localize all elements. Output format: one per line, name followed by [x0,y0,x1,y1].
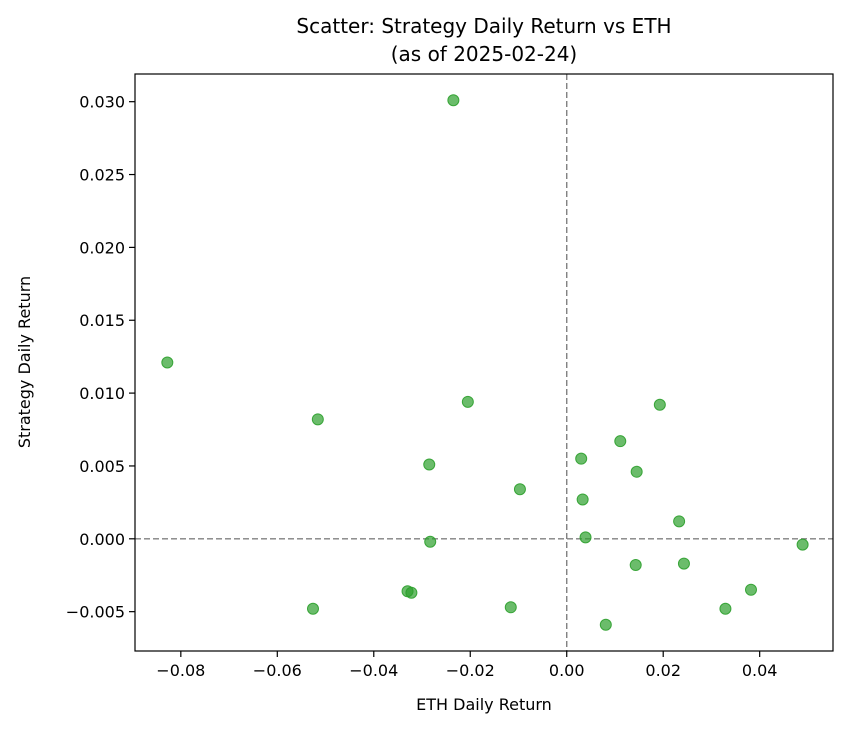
chart-title: Scatter: Strategy Daily Return vs ETH [296,14,671,38]
x-tick-label: −0.06 [253,661,302,680]
scatter-point [719,602,732,615]
y-tick-label: 0.020 [79,238,125,257]
scatter-point [405,586,418,599]
scatter-point [579,531,592,544]
x-axis-label: ETH Daily Return [416,695,552,714]
scatter-point [614,435,627,448]
x-tick-label: 0.00 [549,661,585,680]
y-tick-label: 0.005 [79,457,125,476]
x-axis: −0.08 −0.06 −0.04 −0.02 0.00 0.02 0.04 [156,651,777,680]
reference-lines [135,74,833,651]
scatter-point [575,452,588,465]
y-tick-label: −0.005 [66,603,125,622]
y-tick-label: 0.025 [79,166,125,185]
y-tick-label: 0.030 [79,93,125,112]
scatter-point [504,601,517,614]
x-tick-label: 0.04 [742,661,778,680]
chart-subtitle: (as of 2025-02-24) [391,42,578,66]
scatter-point [653,398,666,411]
x-tick-label: −0.08 [156,661,205,680]
scatter-point [673,515,686,528]
scatter-point [513,483,526,496]
x-tick-label: −0.02 [446,661,495,680]
x-tick-label: −0.04 [349,661,398,680]
scatter-point [677,557,690,570]
data-points [161,94,809,631]
plot-frame [134,73,834,652]
scatter-point [630,465,643,478]
scatter-point [423,458,436,471]
y-axis-label: Strategy Daily Return [15,276,34,448]
y-tick-label: 0.000 [79,530,125,549]
scatter-point [576,493,589,506]
scatter-point [447,94,460,107]
scatter-point [599,618,612,631]
scatter-point [629,559,642,572]
scatter-point [306,602,319,615]
y-tick-label: 0.010 [79,384,125,403]
scatter-point [424,535,437,548]
scatter-point [744,583,757,596]
scatter-point [161,356,174,369]
scatter-point [461,395,474,408]
scatter-point [796,538,809,551]
scatter-point [311,413,324,426]
y-axis: −0.005 0.000 0.005 0.010 0.015 0.020 0.025 0.03… [66,93,135,622]
y-tick-label: 0.015 [79,311,125,330]
x-tick-label: 0.02 [645,661,681,680]
